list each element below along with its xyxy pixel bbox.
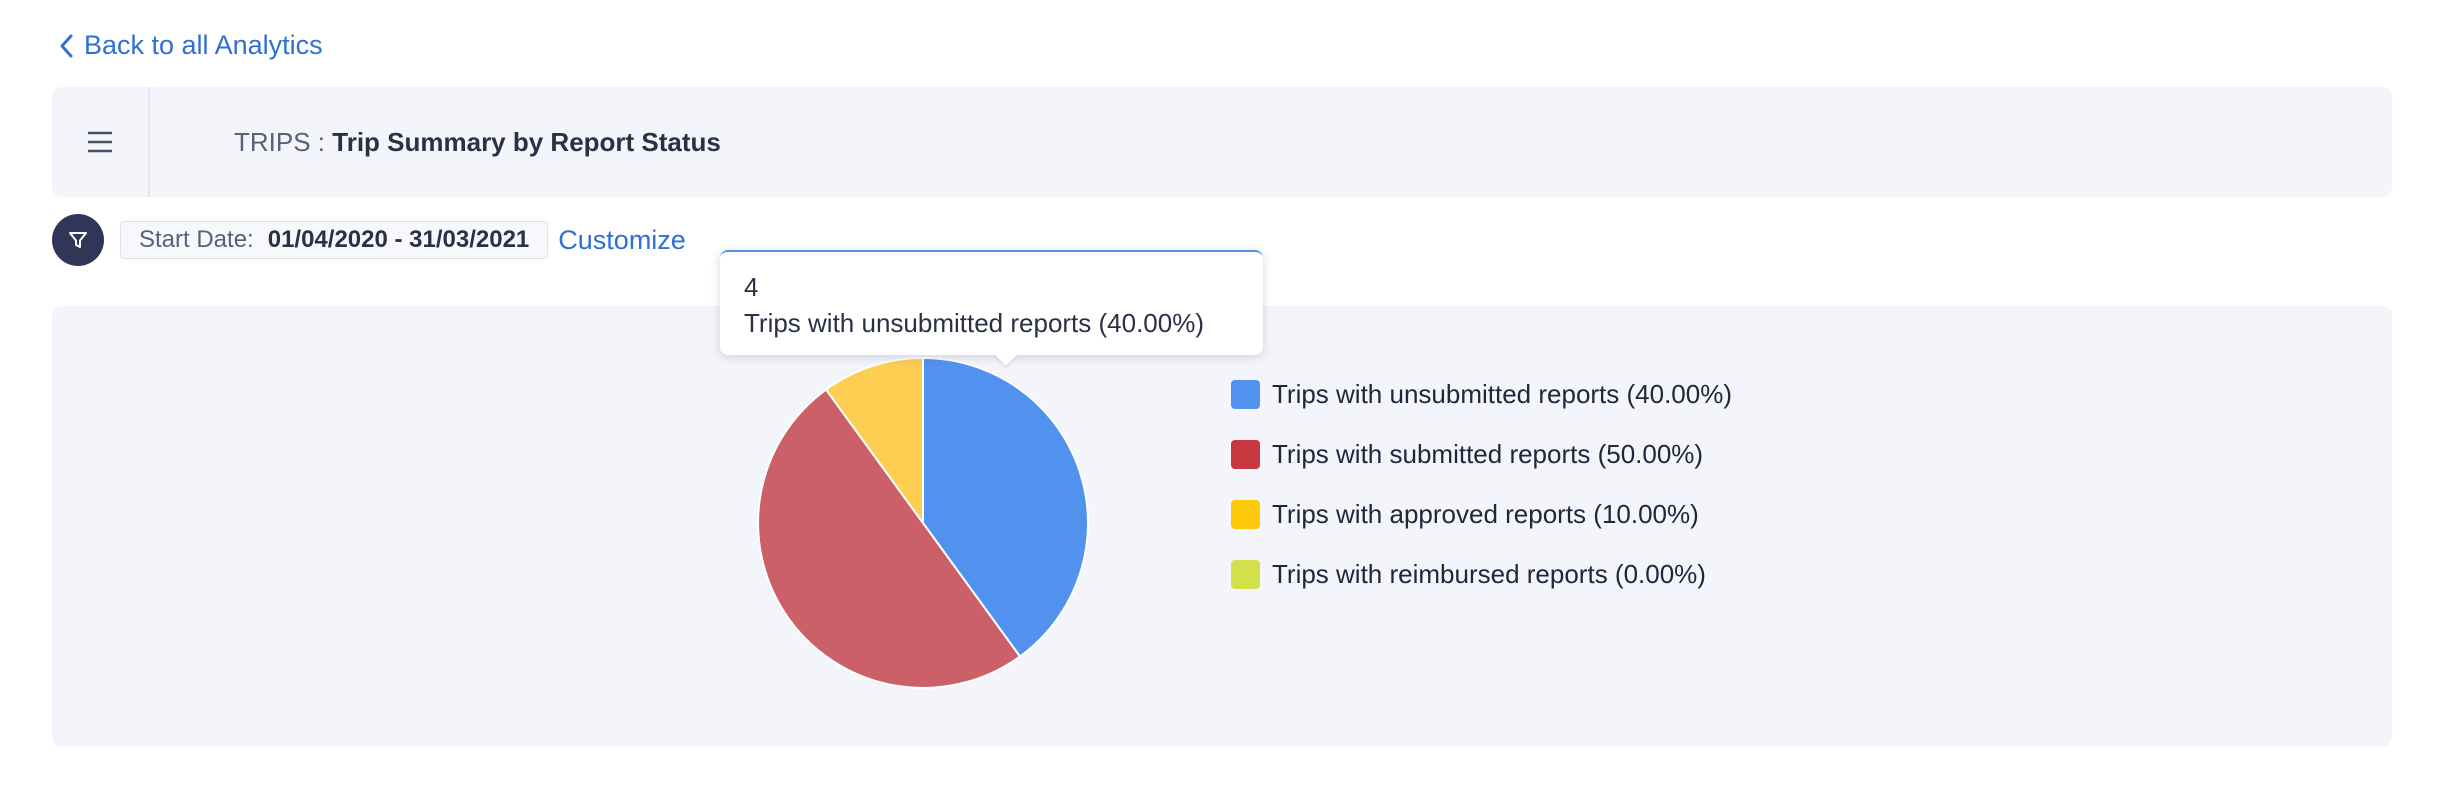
legend-label: Trips with submitted reports (50.00%) [1272,438,1704,469]
filter-row: Start Date: 01/04/2020 - 31/03/2021 Cust… [52,214,686,266]
legend-item[interactable]: Trips with submitted reports (50.00%) [1231,439,1732,469]
chart-panel [52,306,2392,747]
chart-tooltip: 4 Trips with unsubmitted reports (40.00%… [720,250,1263,355]
hamburger-menu-icon [88,131,112,153]
legend-label: Trips with unsubmitted reports (40.00%) [1272,378,1733,409]
legend-label: Trips with approved reports (10.00%) [1272,498,1699,529]
funnel-icon [69,232,87,248]
report-title: Trip Summary by Report Status [332,126,721,157]
start-date-label: Start Date: [139,226,254,253]
pie-chart [757,356,1089,689]
customize-link[interactable]: Customize [558,224,686,255]
report-header: TRIPS : Trip Summary by Report Status [52,87,2392,197]
back-link-label[interactable]: Back to all Analytics [84,30,323,60]
legend-swatch [1231,379,1260,409]
legend-swatch [1231,439,1260,469]
tooltip-arrow [994,354,1018,366]
legend-swatch [1231,499,1260,529]
legend-swatch [1231,559,1260,589]
chart-legend: Trips with unsubmitted reports (40.00%) T… [1231,379,1732,619]
filter-button[interactable] [52,214,104,266]
legend-item[interactable]: Trips with unsubmitted reports (40.00%) [1231,379,1732,409]
legend-item[interactable]: Trips with reimbursed reports (0.00%) [1231,559,1732,589]
back-to-analytics-link[interactable]: Back to all Analytics [58,30,323,61]
tooltip-label: Trips with unsubmitted reports (40.00%) [744,308,1205,338]
tooltip-value: 4 [744,272,759,302]
pie-slice-2[interactable] [824,356,924,527]
chevron-left-icon [60,34,73,57]
pie-slice-1[interactable] [757,388,1022,689]
start-date-filter-chip[interactable]: Start Date: 01/04/2020 - 31/03/2021 [120,221,549,259]
legend-item[interactable]: Trips with approved reports (10.00%) [1231,499,1732,529]
start-date-value: 01/04/2020 - 31/03/2021 [267,226,530,253]
legend-label: Trips with reimbursed reports (0.00%) [1272,558,1706,589]
menu-button[interactable] [52,87,150,197]
pie-slice-0[interactable] [922,356,1089,658]
page-title: TRIPS : Trip Summary by Report Status [234,127,721,158]
module-name: TRIPS : [234,126,326,157]
